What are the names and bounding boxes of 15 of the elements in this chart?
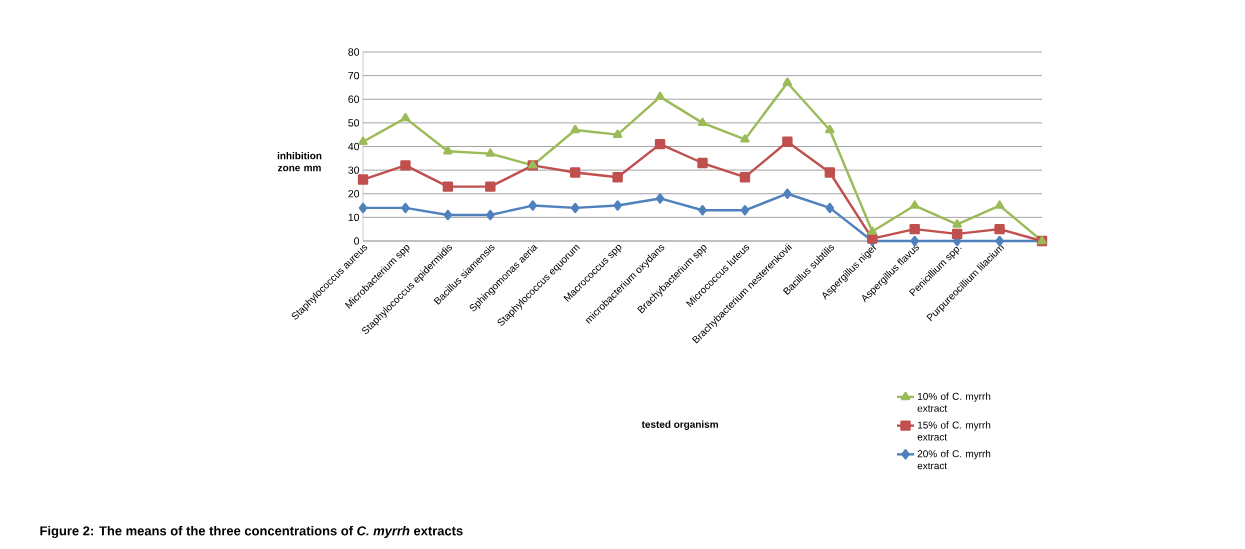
y-tick-label: 60 <box>348 95 360 103</box>
y-tick-label: 0 <box>354 237 360 245</box>
y-tick-label: 70 <box>348 71 360 80</box>
y-tick-label: 30 <box>348 166 360 174</box>
y-tick-label: 10 <box>348 213 360 222</box>
legend-label: 20% of C. myrrh extract <box>917 449 991 470</box>
text: tested organism <box>641 420 718 430</box>
legend-label: 15% of C. myrrh extract <box>917 421 991 441</box>
y-tick-label: 40 <box>348 142 360 151</box>
legend-label: 10% of C. myrrh extract <box>917 392 991 412</box>
y-tick-label: 50 <box>348 119 360 127</box>
y-axis-title: inhibition zone mm <box>277 151 322 172</box>
y-tick-label: 80 <box>348 48 360 56</box>
y-tick-label: 20 <box>348 190 360 198</box>
text: Figure 2: The means of the three concentrations of C. myrrh extracts <box>40 525 463 539</box>
